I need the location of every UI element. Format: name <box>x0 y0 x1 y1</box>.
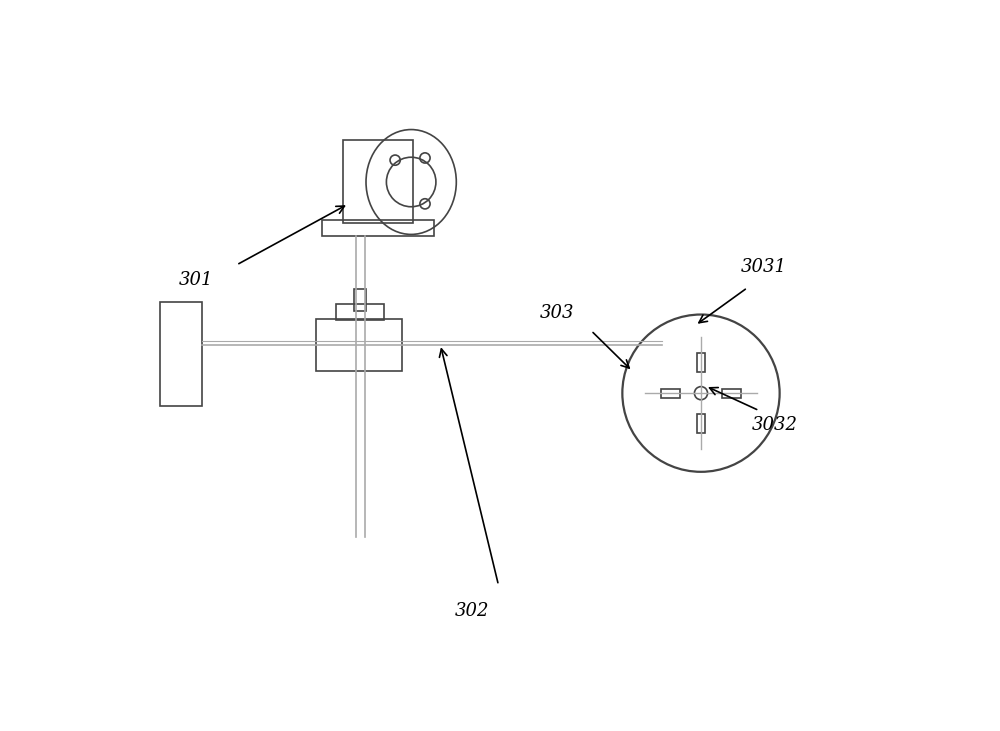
Bar <box>697 414 705 433</box>
Text: 3032: 3032 <box>752 416 798 434</box>
Bar <box>343 140 413 224</box>
Bar <box>316 319 402 371</box>
Text: 302: 302 <box>455 602 490 620</box>
Bar <box>697 353 705 372</box>
Bar <box>322 220 434 236</box>
Text: 301: 301 <box>178 270 213 289</box>
Bar <box>354 289 366 311</box>
Text: 303: 303 <box>540 304 574 322</box>
Bar <box>160 302 202 406</box>
Text: 3031: 3031 <box>741 258 787 276</box>
Bar <box>336 304 384 320</box>
Bar <box>722 389 741 398</box>
Bar <box>661 389 680 398</box>
